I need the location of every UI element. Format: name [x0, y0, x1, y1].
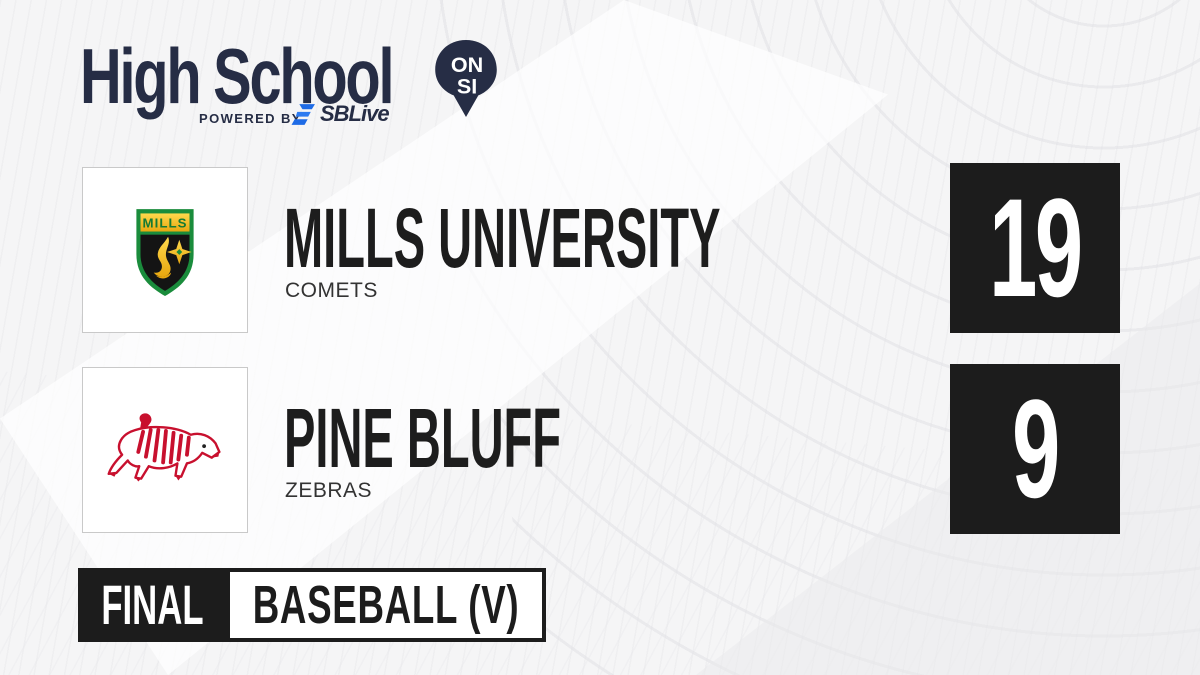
team2-score-box: 9 [950, 364, 1120, 534]
sblive-wordmark: SBLive [320, 101, 390, 126]
team1-score: 19 [989, 169, 1083, 326]
team1-score-box: 19 [950, 163, 1120, 333]
pin-text-si: SI [457, 73, 477, 98]
sport-badge: BASEBALL (V) [226, 568, 546, 642]
team2-mascot: ZEBRAS [285, 479, 373, 502]
team1-mascot: COMETS [285, 279, 378, 302]
team1-logo-box: MILLS [82, 167, 248, 333]
team2-logo-box [82, 367, 248, 533]
game-status-label: FINAL [100, 573, 204, 636]
powered-by-label: POWERED BY [199, 111, 302, 126]
team2-name: PINE BLUFF [284, 391, 562, 485]
sblive-lockup: SBLive [291, 101, 390, 127]
mills-comets-shield-icon: MILLS [136, 209, 194, 296]
team1-name: MILLS UNIVERSITY [284, 191, 721, 285]
on-si-pin-icon: ON SI [435, 40, 497, 117]
sblive-bolt-icon [291, 103, 315, 125]
brand-title: High School [80, 32, 394, 120]
pine-bluff-zebra-icon [107, 413, 221, 482]
pin-text-on: ON [451, 52, 483, 77]
team2-score: 9 [1012, 370, 1060, 527]
mills-shield-text: MILLS [143, 216, 188, 231]
sport-label: BASEBALL (V) [252, 575, 520, 635]
game-status-badge: FINAL [78, 568, 226, 642]
